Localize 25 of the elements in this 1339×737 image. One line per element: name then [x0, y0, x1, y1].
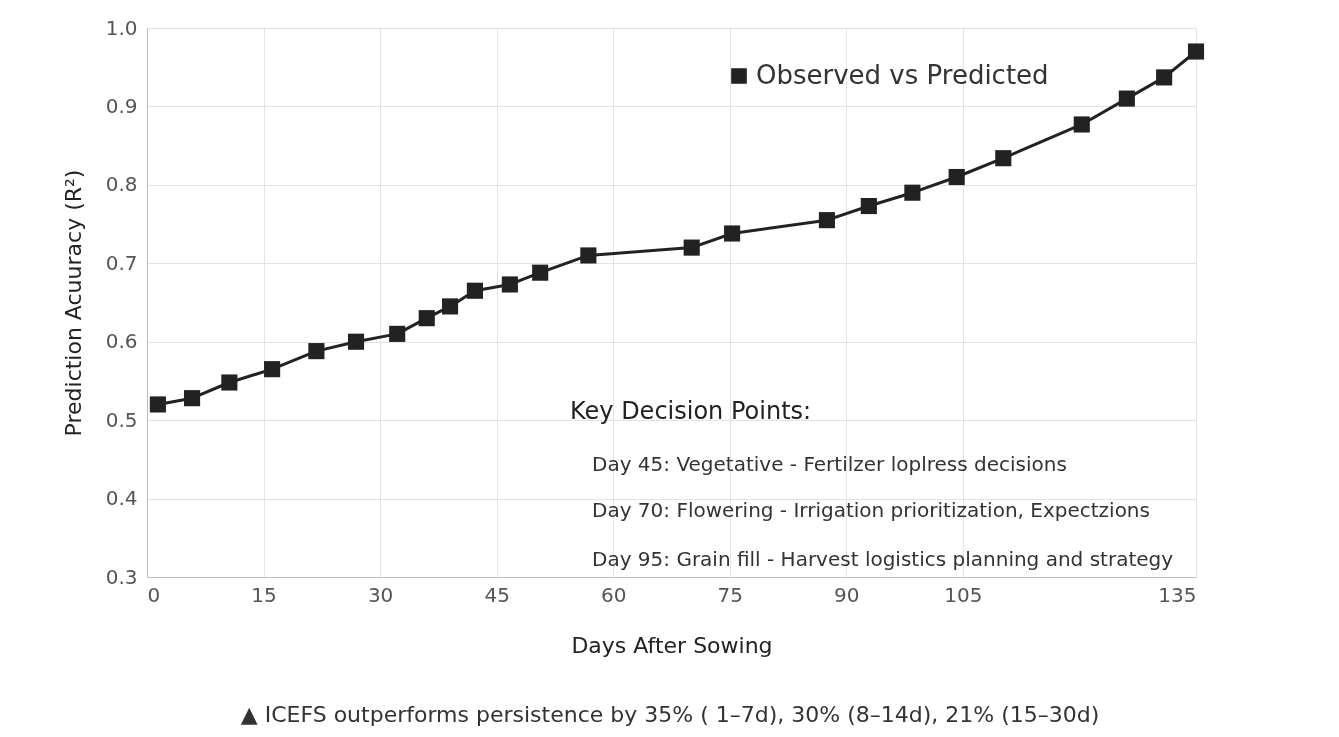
y-tick-label: 0.6	[105, 329, 138, 354]
y-tick-label: 0.9	[105, 93, 138, 118]
y-tick-label: 0.7	[105, 250, 138, 275]
y-tick-label: 0.5	[105, 407, 138, 432]
legend-label: Observed vs Predicted	[756, 60, 1049, 90]
x-tick-label: 45	[484, 582, 510, 607]
y-tick-label: 0.8	[105, 172, 138, 197]
y-tick-label: 0.4	[105, 486, 138, 511]
x-tick-label: 60	[601, 582, 627, 607]
x-tick-label: 105	[944, 582, 983, 607]
annotation: Key Decision Points:	[570, 397, 812, 425]
y-axis-title: Prediction Acuuracy (R²)	[60, 169, 86, 437]
annotation: Day 95: Grain fill - Harvest logistics planning and strategy	[592, 547, 1174, 571]
x-tick-label: 90	[834, 582, 860, 607]
x-tick-label: 30	[367, 582, 394, 607]
x-tick-label: 75	[717, 582, 743, 607]
annotation: Day 45: Vegetative - Fertilzer loplress decisions	[592, 452, 1067, 476]
y-tick-label: 0.3	[105, 564, 138, 589]
x-tick-label: 0	[147, 582, 161, 607]
x-axis-title: Days After Sowing	[571, 632, 773, 658]
annotation: Day 70: Flowering - Irrigation prioritization, Expectzions	[592, 498, 1150, 522]
y-tick-label: 1.0	[105, 15, 138, 40]
text: ▲ ICEFS outperforms persistence by 35% ( 1–7d), 30% (8–14d), 21% (15–30d)	[240, 702, 1100, 727]
x-tick-label: 135	[1158, 582, 1197, 607]
x-tick-label: 15	[251, 582, 277, 607]
